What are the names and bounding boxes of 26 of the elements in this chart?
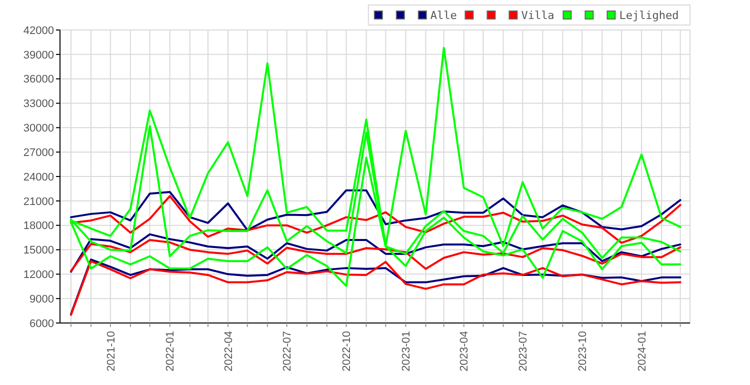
x-tick-label: 2022-10 <box>341 331 354 372</box>
x-tick-label: 2023-01 <box>400 331 413 372</box>
legend-label: Alle <box>430 9 457 22</box>
y-tick-label: 18000 <box>23 220 54 232</box>
x-tick-label: 2022-04 <box>222 331 235 372</box>
legend-label: Lejlighed <box>619 9 679 22</box>
x-tick-label: 2023-04 <box>458 331 471 372</box>
y-tick-label: 27000 <box>23 146 54 159</box>
y-tick-label: 9000 <box>30 293 54 306</box>
x-tick-label: 2023-07 <box>517 331 530 372</box>
y-tick-label: 12000 <box>23 269 54 282</box>
y-tick-label: 42000 <box>23 24 54 37</box>
legend-label: Villa <box>521 9 554 22</box>
y-tick-label: 39000 <box>23 49 54 62</box>
y-tick-label: 21000 <box>23 196 54 208</box>
y-tick-label: 30000 <box>23 122 54 135</box>
y-tick-label: 24000 <box>23 171 54 184</box>
x-tick-label: 2023-10 <box>576 331 589 372</box>
x-tick-label: 2022-01 <box>164 331 177 372</box>
y-tick-label: 33000 <box>23 98 54 110</box>
y-tick-label: 15000 <box>23 244 54 257</box>
y-tick-label: 6000 <box>30 318 54 330</box>
y-tick-label: 36000 <box>23 74 54 86</box>
x-tick-label: 2021-10 <box>105 331 118 372</box>
x-tick-label: 2022-07 <box>282 331 294 372</box>
x-tick-label: 2024-01 <box>636 331 648 372</box>
